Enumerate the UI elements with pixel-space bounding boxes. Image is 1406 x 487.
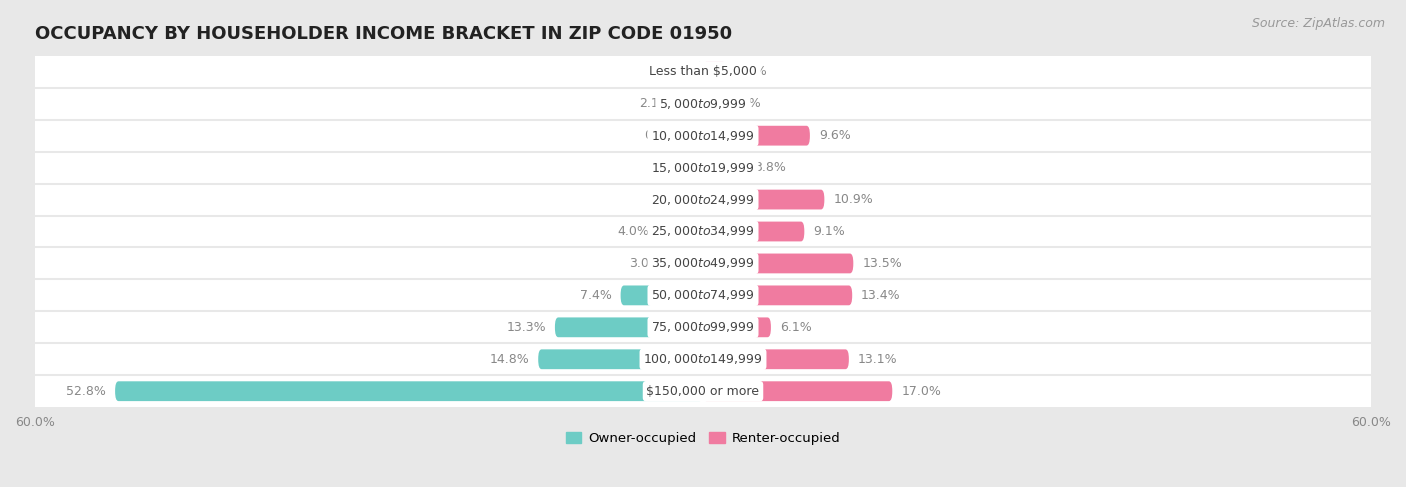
Legend: Owner-occupied, Renter-occupied: Owner-occupied, Renter-occupied bbox=[560, 426, 846, 450]
FancyBboxPatch shape bbox=[669, 254, 703, 273]
Text: 2.1%: 2.1% bbox=[638, 97, 671, 110]
Text: $100,000 to $149,999: $100,000 to $149,999 bbox=[644, 352, 762, 366]
FancyBboxPatch shape bbox=[679, 94, 703, 113]
Text: 4.0%: 4.0% bbox=[617, 225, 650, 238]
Text: 17.0%: 17.0% bbox=[901, 385, 941, 398]
FancyBboxPatch shape bbox=[620, 285, 703, 305]
Bar bbox=[35, 343, 1371, 375]
Text: 3.0%: 3.0% bbox=[628, 257, 661, 270]
Text: $20,000 to $24,999: $20,000 to $24,999 bbox=[651, 192, 755, 206]
FancyBboxPatch shape bbox=[115, 381, 703, 401]
FancyBboxPatch shape bbox=[696, 189, 703, 209]
Text: 52.8%: 52.8% bbox=[66, 385, 107, 398]
Text: $75,000 to $99,999: $75,000 to $99,999 bbox=[651, 320, 755, 334]
FancyBboxPatch shape bbox=[703, 158, 745, 178]
FancyBboxPatch shape bbox=[703, 189, 824, 209]
FancyBboxPatch shape bbox=[703, 318, 770, 337]
FancyBboxPatch shape bbox=[555, 318, 703, 337]
Bar bbox=[35, 216, 1371, 247]
Text: 0.62%: 0.62% bbox=[647, 65, 688, 78]
FancyBboxPatch shape bbox=[703, 126, 810, 146]
Text: 2.1%: 2.1% bbox=[735, 65, 768, 78]
Text: 13.4%: 13.4% bbox=[860, 289, 901, 302]
Bar bbox=[35, 88, 1371, 120]
Text: $10,000 to $14,999: $10,000 to $14,999 bbox=[651, 129, 755, 143]
Text: Less than $5,000: Less than $5,000 bbox=[650, 65, 756, 78]
FancyBboxPatch shape bbox=[703, 381, 893, 401]
Text: 1.6%: 1.6% bbox=[730, 97, 762, 110]
Text: $15,000 to $19,999: $15,000 to $19,999 bbox=[651, 161, 755, 175]
Text: 7.4%: 7.4% bbox=[579, 289, 612, 302]
FancyBboxPatch shape bbox=[703, 94, 721, 113]
Text: 13.1%: 13.1% bbox=[858, 353, 897, 366]
FancyBboxPatch shape bbox=[696, 62, 703, 82]
FancyBboxPatch shape bbox=[703, 349, 849, 369]
Bar bbox=[35, 280, 1371, 311]
Text: 9.1%: 9.1% bbox=[813, 225, 845, 238]
FancyBboxPatch shape bbox=[703, 222, 804, 242]
Text: $150,000 or more: $150,000 or more bbox=[647, 385, 759, 398]
Text: 10.9%: 10.9% bbox=[834, 193, 873, 206]
FancyBboxPatch shape bbox=[703, 285, 852, 305]
FancyBboxPatch shape bbox=[658, 222, 703, 242]
Text: Source: ZipAtlas.com: Source: ZipAtlas.com bbox=[1251, 17, 1385, 30]
Text: $35,000 to $49,999: $35,000 to $49,999 bbox=[651, 257, 755, 270]
Text: 13.3%: 13.3% bbox=[506, 321, 546, 334]
Text: 0.63%: 0.63% bbox=[647, 193, 688, 206]
Text: 3.8%: 3.8% bbox=[754, 161, 786, 174]
Bar bbox=[35, 375, 1371, 407]
FancyBboxPatch shape bbox=[693, 126, 703, 146]
Text: $25,000 to $34,999: $25,000 to $34,999 bbox=[651, 225, 755, 239]
FancyBboxPatch shape bbox=[538, 349, 703, 369]
FancyBboxPatch shape bbox=[699, 158, 703, 178]
Text: 9.6%: 9.6% bbox=[818, 129, 851, 142]
Text: $50,000 to $74,999: $50,000 to $74,999 bbox=[651, 288, 755, 302]
Text: 0.44%: 0.44% bbox=[650, 161, 689, 174]
Bar bbox=[35, 311, 1371, 343]
Bar bbox=[35, 151, 1371, 184]
Bar bbox=[35, 184, 1371, 216]
Text: $5,000 to $9,999: $5,000 to $9,999 bbox=[659, 97, 747, 111]
Bar bbox=[35, 56, 1371, 88]
Text: 6.1%: 6.1% bbox=[780, 321, 811, 334]
FancyBboxPatch shape bbox=[703, 62, 727, 82]
Text: 0.89%: 0.89% bbox=[644, 129, 685, 142]
Text: 14.8%: 14.8% bbox=[489, 353, 529, 366]
Bar bbox=[35, 247, 1371, 280]
Text: 13.5%: 13.5% bbox=[862, 257, 903, 270]
FancyBboxPatch shape bbox=[703, 254, 853, 273]
Text: OCCUPANCY BY HOUSEHOLDER INCOME BRACKET IN ZIP CODE 01950: OCCUPANCY BY HOUSEHOLDER INCOME BRACKET … bbox=[35, 25, 733, 43]
Bar bbox=[35, 120, 1371, 151]
